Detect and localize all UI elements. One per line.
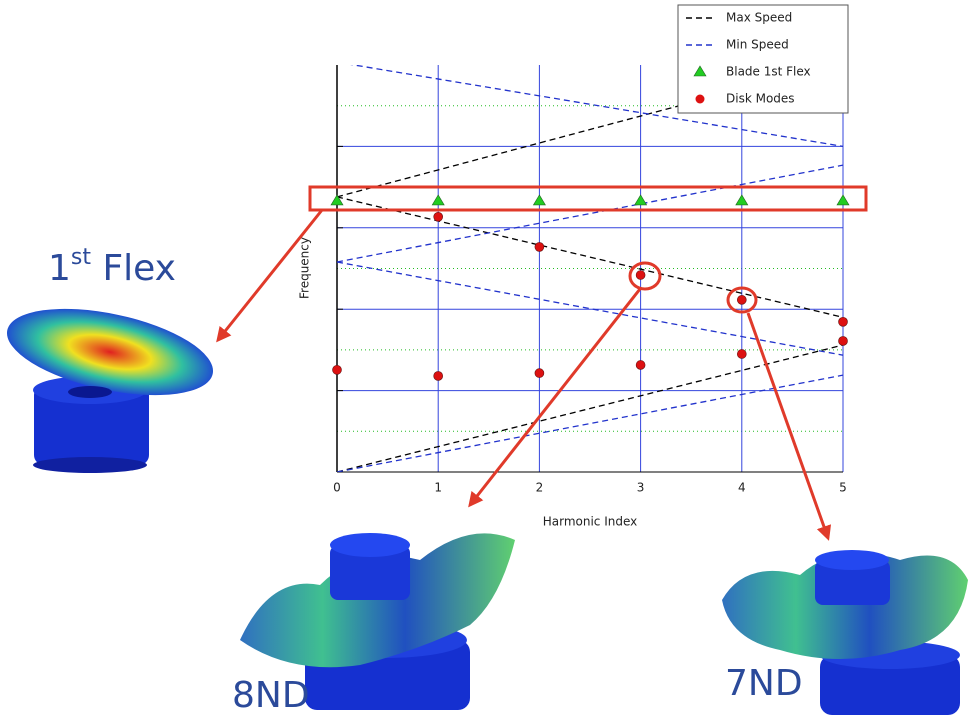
speed-line — [337, 197, 843, 317]
speed-line — [337, 375, 843, 472]
blade-marker — [432, 195, 444, 205]
disk-marker — [839, 336, 848, 345]
disk-marker — [839, 317, 848, 326]
blade-marker — [533, 195, 545, 205]
blade-marker — [837, 195, 849, 205]
disk-marker — [434, 212, 443, 221]
chart: 012345 Frequency Harmonic Index 1st Flex… — [0, 0, 971, 721]
annotation: 7ND — [725, 663, 803, 704]
blade-marker — [331, 195, 343, 205]
blade-marker — [635, 195, 647, 205]
page: {"chart_data": {"type": "campbell", "x_l… — [0, 0, 971, 721]
speed-line — [337, 165, 843, 262]
x-tick-label: 5 — [839, 481, 847, 495]
x-tick-label: 4 — [738, 481, 746, 495]
legend-label: Max Speed — [726, 11, 792, 25]
legend-label: Min Speed — [726, 38, 789, 52]
y-axis-label: Frequency — [298, 237, 312, 299]
disk-marker — [535, 242, 544, 251]
disk-marker — [636, 360, 645, 369]
annotation: 8ND — [232, 675, 310, 716]
legend-label: Disk Modes — [726, 92, 795, 106]
flex-image — [0, 293, 221, 473]
disk-marker — [535, 369, 544, 378]
disk-marker — [636, 271, 645, 280]
x-tick-label: 2 — [536, 481, 544, 495]
x-tick-label: 3 — [637, 481, 645, 495]
disk-marker — [434, 371, 443, 380]
blade-marker — [736, 195, 748, 205]
plot-area: 0 1 2 3 4 5 — [331, 62, 849, 494]
x-axis-label: Harmonic Index — [543, 515, 638, 529]
disk-marker — [333, 365, 342, 374]
annotation-text: 1 — [48, 248, 71, 289]
legend-swatch — [696, 95, 705, 104]
disk-marker — [737, 349, 746, 358]
legend: Max Speed Min Speed Blade 1st Flex Disk Mod… — [678, 5, 848, 113]
series-lines — [337, 62, 843, 472]
x-tick-label: 1 — [434, 481, 442, 495]
annotation-rest: Flex — [91, 248, 176, 289]
annotation: 1st Flex — [48, 245, 176, 289]
legend-label: Blade 1st Flex — [726, 65, 811, 79]
disk-marker — [737, 295, 746, 304]
speed-line — [337, 262, 843, 355]
annotation-sup: st — [71, 245, 91, 270]
x-tick-label: 0 — [333, 481, 341, 495]
